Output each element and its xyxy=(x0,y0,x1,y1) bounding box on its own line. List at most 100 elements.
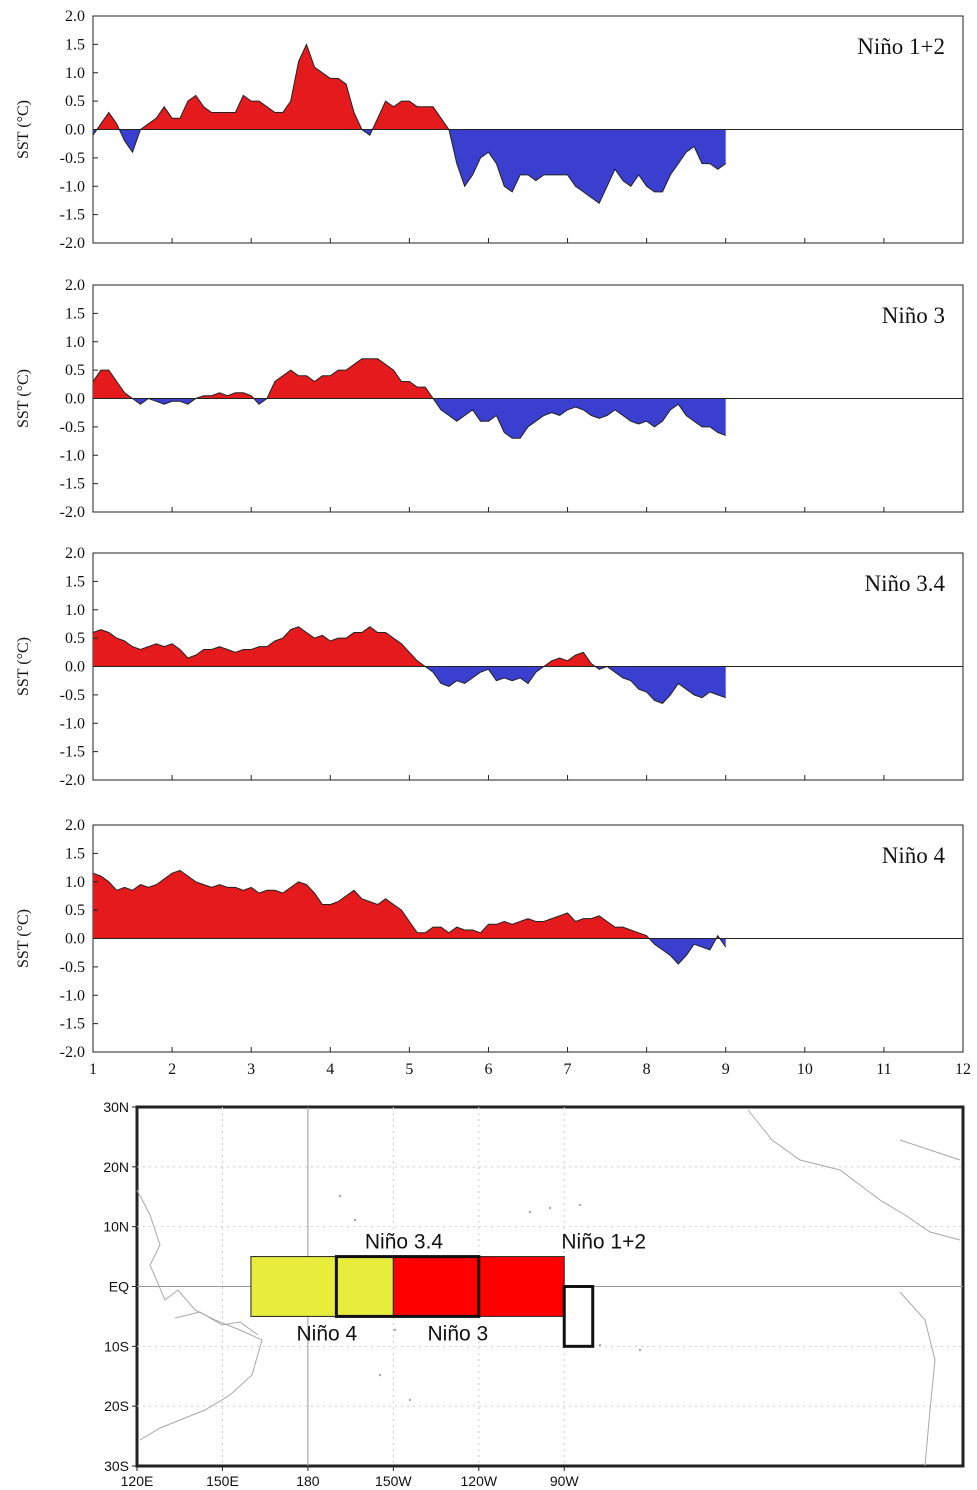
y-tick-label: 0.0 xyxy=(65,659,85,676)
lon-label: 150E xyxy=(206,1473,239,1489)
negative-anomaly-area xyxy=(93,938,726,964)
x-tick-label: 7 xyxy=(564,1061,572,1078)
y-tick-label: 1.5 xyxy=(65,573,85,590)
y-tick-label: 0.5 xyxy=(65,630,85,647)
island xyxy=(338,1194,342,1198)
positive-anomaly-area xyxy=(93,358,726,399)
sst-panel-3: 2.0 1.5 1.0 0.5 0.0 -0.5 -1.0 -1.5 -2.0 SST (°C) N… xyxy=(15,545,964,789)
y-tick-label: 2.0 xyxy=(65,545,85,562)
chart-panels: 2.0 1.5 1.0 0.5 0.0 -0.5 -1.0 -1.5 -2.0 SST (°C) N… xyxy=(15,8,971,1078)
panel-title: Niño 3 xyxy=(882,303,945,328)
sst-panel-2: 2.0 1.5 1.0 0.5 0.0 -0.5 -1.0 -1.5 -2.0 SST (°C) N… xyxy=(15,277,964,521)
island xyxy=(598,1343,602,1347)
lat-label: 10N xyxy=(103,1219,129,1235)
series-line xyxy=(92,626,726,704)
x-tick-label: 9 xyxy=(722,1061,730,1078)
y-tick-label: -1.0 xyxy=(60,178,85,195)
x-tick-label: 3 xyxy=(247,1061,255,1078)
y-tick-label: -1.5 xyxy=(60,744,85,761)
sst-panel-4: 2.01.51.00.50.0-0.5-1.0-1.5-2.01 2 3 4 5 6 7 8 9… xyxy=(15,817,971,1078)
island xyxy=(393,1328,397,1332)
x-tick-label: 11 xyxy=(876,1061,891,1078)
x-tick-label: 2 xyxy=(168,1061,176,1078)
negative-anomaly-area xyxy=(93,129,726,204)
island xyxy=(638,1348,642,1352)
nino-12-box xyxy=(562,1285,595,1348)
island xyxy=(528,1210,532,1214)
label-nino-4: Niño 4 xyxy=(297,1322,358,1345)
north-america-coast xyxy=(747,1109,961,1241)
lat-label: 20N xyxy=(103,1159,129,1175)
label-nino-34: Niño 3.4 xyxy=(365,1231,444,1254)
y-tick-label: -1.5 xyxy=(60,476,85,493)
label-nino-3: Niño 3 xyxy=(428,1322,489,1345)
x-tick-label: 5 xyxy=(405,1061,413,1078)
y-tick-label: -0.5 xyxy=(60,959,85,976)
x-tick-label: 8 xyxy=(643,1061,651,1078)
lon-label: 90W xyxy=(550,1473,580,1489)
y-tick-label: 1.5 xyxy=(65,305,85,322)
panel-title: Niño 3.4 xyxy=(865,571,946,596)
island xyxy=(353,1218,357,1222)
label-nino-12: Niño 1+2 xyxy=(561,1231,646,1254)
sst-panel-1: 2.0 1.5 1.0 0.5 0.0 -0.5 -1.0 -1.5 -2.0 SST (°C) N… xyxy=(15,8,964,252)
y-tick-label: 2.0 xyxy=(65,817,85,834)
y-tick-label: 1.0 xyxy=(65,65,85,82)
lon-label: 120E xyxy=(121,1473,154,1489)
nino-region-map: Niño 3.4 Niño 4 Niño 3 Niño 1+2 30N 20N 10N EQ 1… xyxy=(103,1099,965,1489)
y-tick-label: -2.0 xyxy=(60,1044,85,1061)
y-axis-title: SST (°C) xyxy=(15,909,32,968)
nino-4-box xyxy=(250,1256,394,1317)
y-tick-label: -1.5 xyxy=(60,1016,85,1033)
y-tick-label: -2.0 xyxy=(60,772,85,789)
nino-34-box xyxy=(334,1255,481,1318)
series-line xyxy=(92,869,727,965)
lat-label: 30S xyxy=(104,1458,129,1474)
x-tick-label: 4 xyxy=(326,1061,334,1078)
australia-coast xyxy=(136,1189,263,1441)
caribbean-coast xyxy=(899,1139,961,1161)
lon-label: 120W xyxy=(461,1473,498,1489)
y-tick-label: 1.5 xyxy=(65,36,85,53)
y-tick-label: 1.0 xyxy=(65,874,85,891)
lon-label: 150W xyxy=(375,1473,412,1489)
y-tick-label: -1.0 xyxy=(60,715,85,732)
y-axis-title: SST (°C) xyxy=(15,369,32,428)
positive-anomaly-area xyxy=(93,626,726,667)
y-axis-title: SST (°C) xyxy=(15,100,32,159)
y-tick-label: 0.5 xyxy=(65,93,85,110)
y-tick-label: 0.0 xyxy=(65,931,85,948)
south-america-coast xyxy=(899,1291,936,1467)
x-tick-label: 6 xyxy=(484,1061,492,1078)
lat-label: 10S xyxy=(104,1338,129,1354)
y-axis-title: SST (°C) xyxy=(15,637,32,696)
positive-anomaly-area xyxy=(93,44,726,130)
y-tick-label: -0.5 xyxy=(60,687,85,704)
panel-title: Niño 1+2 xyxy=(857,34,945,59)
panel-title: Niño 4 xyxy=(882,843,946,868)
y-tick-label: -0.5 xyxy=(60,150,85,167)
x-tick-label: 10 xyxy=(797,1061,813,1078)
island xyxy=(378,1373,382,1377)
y-tick-label: 1.0 xyxy=(65,334,85,351)
y-tick-label: -2.0 xyxy=(60,504,85,521)
y-tick-label: -0.5 xyxy=(60,419,85,436)
y-tick-label: 2.0 xyxy=(65,8,85,25)
y-tick-label: 1.0 xyxy=(65,602,85,619)
y-tick-label: 0.5 xyxy=(65,362,85,379)
y-tick-label: -1.5 xyxy=(60,207,85,224)
y-tick-label: 0.0 xyxy=(65,122,85,139)
lat-label: 30N xyxy=(103,1099,129,1115)
lat-label: EQ xyxy=(109,1279,129,1295)
x-tick-label: 1 xyxy=(89,1061,97,1078)
lat-label: 20S xyxy=(104,1398,129,1414)
y-tick-label: 0.5 xyxy=(65,902,85,919)
series-line xyxy=(92,358,726,439)
y-tick-label: 2.0 xyxy=(65,277,85,294)
series-line xyxy=(92,43,726,205)
negative-anomaly-area xyxy=(93,666,726,704)
lon-label: 180 xyxy=(296,1473,320,1489)
y-tick-label: -1.0 xyxy=(60,447,85,464)
y-tick-label: 1.5 xyxy=(65,845,85,862)
